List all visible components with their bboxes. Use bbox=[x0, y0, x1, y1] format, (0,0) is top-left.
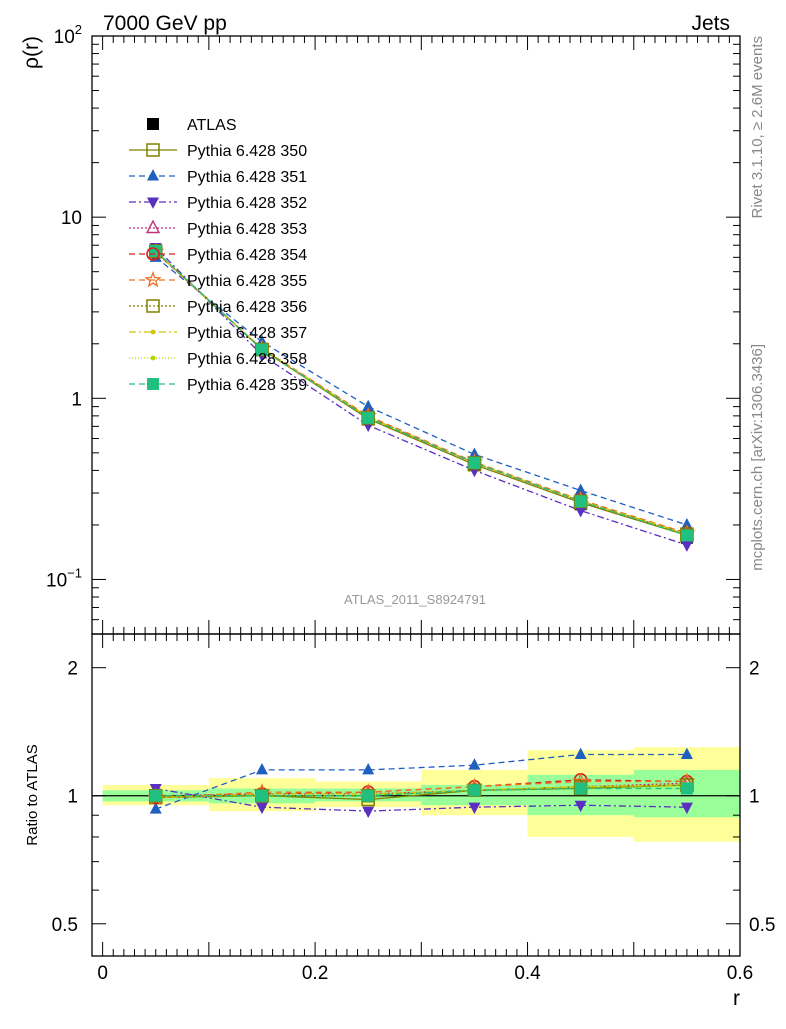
ratio-series-point bbox=[255, 789, 268, 802]
legend-marker bbox=[145, 219, 161, 234]
legend-marker bbox=[144, 270, 162, 288]
main-series-point bbox=[255, 343, 268, 356]
legend-entry: Pythia 6.428 353 bbox=[129, 219, 307, 238]
main-series-point bbox=[149, 245, 162, 258]
legend-marker bbox=[147, 378, 159, 390]
ratio-y-tick-label: 0.5 bbox=[52, 915, 78, 936]
main-series-point bbox=[680, 540, 693, 552]
legend-entry: Pythia 6.428 350 bbox=[129, 143, 307, 160]
legend-entry: Pythia 6.428 355 bbox=[129, 270, 307, 290]
ratio-series-line bbox=[155, 787, 687, 797]
legend-entry: Pythia 6.428 351 bbox=[129, 169, 307, 186]
ratio-series-point bbox=[468, 758, 481, 770]
legend-marker bbox=[150, 329, 156, 335]
ratio-y-tick-label: 1 bbox=[67, 787, 78, 808]
x-axis-label: r bbox=[733, 987, 740, 1010]
legend-label: Pythia 6.428 359 bbox=[187, 377, 307, 394]
main-series-point bbox=[680, 518, 693, 530]
legend-marker bbox=[147, 197, 159, 209]
ratio-series-point bbox=[255, 763, 268, 775]
ratio-series-point bbox=[149, 802, 162, 814]
main-y-tick-label: 10−1 bbox=[46, 565, 82, 591]
ratio-series-point bbox=[362, 806, 375, 819]
rivet-version-label: Rivet 3.1.10, ≥ 2.6M events bbox=[749, 36, 766, 219]
legend-marker bbox=[147, 169, 159, 181]
legend-entry: Pythia 6.428 354 bbox=[129, 247, 307, 264]
header-left-title: 7000 GeV pp bbox=[103, 12, 227, 35]
legend-entry: Pythia 6.428 356 bbox=[129, 299, 307, 316]
ratio-series-point bbox=[680, 782, 693, 795]
ratio-frame bbox=[91, 633, 741, 957]
legend-entry: Pythia 6.428 352 bbox=[129, 195, 307, 212]
main-series-point bbox=[362, 399, 375, 412]
main-y-tick-label: 10 bbox=[61, 208, 82, 229]
main-y-tick-label: 102 bbox=[54, 22, 82, 48]
main-series-point bbox=[574, 506, 587, 518]
main-series-point bbox=[362, 411, 375, 424]
legend-label: Pythia 6.428 353 bbox=[187, 221, 307, 238]
legend-marker bbox=[146, 299, 160, 313]
legend-label: Pythia 6.428 357 bbox=[187, 325, 307, 342]
legend-entry: Pythia 6.428 358 bbox=[129, 351, 307, 368]
ratio-series-point bbox=[362, 789, 375, 802]
main-series-point bbox=[574, 483, 587, 495]
ratio-plot-area bbox=[92, 747, 740, 842]
legend-marker bbox=[150, 355, 156, 361]
legend-entry: ATLAS bbox=[147, 117, 237, 134]
legend-label: Pythia 6.428 356 bbox=[187, 299, 307, 316]
ratio-series-point bbox=[468, 802, 481, 815]
ratio-series-line bbox=[155, 753, 687, 810]
axes-frame: 10−1 1 10 102 0.5 0.5 1 1 2 2 0 0.2 0.4 0.6 bbox=[46, 22, 775, 984]
legend-label: Pythia 6.428 352 bbox=[187, 195, 307, 212]
ratio-series-point bbox=[680, 747, 693, 760]
legend-label: Pythia 6.428 350 bbox=[187, 143, 307, 160]
main-series-line bbox=[155, 247, 688, 546]
legend-label: Pythia 6.428 355 bbox=[187, 273, 307, 290]
ratio-panel bbox=[92, 747, 740, 842]
legend-marker bbox=[146, 143, 160, 157]
ratio-series-point bbox=[574, 782, 587, 795]
ratio-series-point bbox=[680, 802, 693, 815]
ratio-series-point bbox=[574, 747, 587, 760]
ratio-series-point bbox=[362, 763, 375, 775]
x-tick-label: 0.2 bbox=[302, 963, 328, 984]
main-y-tick-label: 1 bbox=[71, 389, 82, 410]
legend-label: Pythia 6.428 358 bbox=[187, 351, 307, 368]
ratio-y-tick-label: 2 bbox=[67, 659, 78, 680]
ratio-series-point bbox=[574, 800, 587, 813]
main-y-axis-label: ρ(r) bbox=[20, 36, 43, 69]
analysis-label: ATLAS_2011_S8924791 bbox=[344, 592, 486, 607]
legend-label: Pythia 6.428 351 bbox=[187, 169, 307, 186]
ratio-y-tick-label-right: 2 bbox=[749, 659, 760, 680]
main-series-point bbox=[574, 495, 587, 508]
ratio-y-tick-label-right: 0.5 bbox=[749, 915, 775, 936]
ratio-series-point bbox=[255, 802, 268, 815]
main-series-line bbox=[155, 250, 688, 537]
ratio-series-point bbox=[149, 789, 162, 802]
legend-entry: Pythia 6.428 359 bbox=[129, 377, 307, 394]
ratio-series-point bbox=[468, 784, 481, 797]
legend-label: Pythia 6.428 354 bbox=[187, 247, 307, 264]
ratio-y-axis-label: Ratio to ATLAS bbox=[24, 744, 41, 845]
legend-marker bbox=[146, 247, 160, 261]
ratio-series-line bbox=[155, 780, 687, 799]
mcplots-label: mcplots.cern.ch [arXiv:1306.3436] bbox=[749, 344, 766, 571]
legend-label: ATLAS bbox=[187, 117, 237, 134]
ratio-series-line bbox=[155, 784, 687, 799]
legend-entry: Pythia 6.428 357 bbox=[129, 325, 307, 342]
header-right-title: Jets bbox=[691, 12, 730, 35]
main-series-point bbox=[468, 456, 481, 469]
x-tick-label: 0.4 bbox=[514, 963, 541, 984]
ratio-y-tick-label-right: 1 bbox=[749, 787, 760, 808]
legend: ATLAS Pythia 6.428 350 Pythia 6.428 351 Pyt… bbox=[129, 117, 307, 394]
x-tick-label: 0.6 bbox=[727, 963, 753, 984]
main-series-line bbox=[155, 256, 688, 526]
x-tick-label: 0 bbox=[97, 963, 108, 984]
legend-marker bbox=[147, 118, 159, 130]
main-series-point bbox=[680, 529, 693, 542]
